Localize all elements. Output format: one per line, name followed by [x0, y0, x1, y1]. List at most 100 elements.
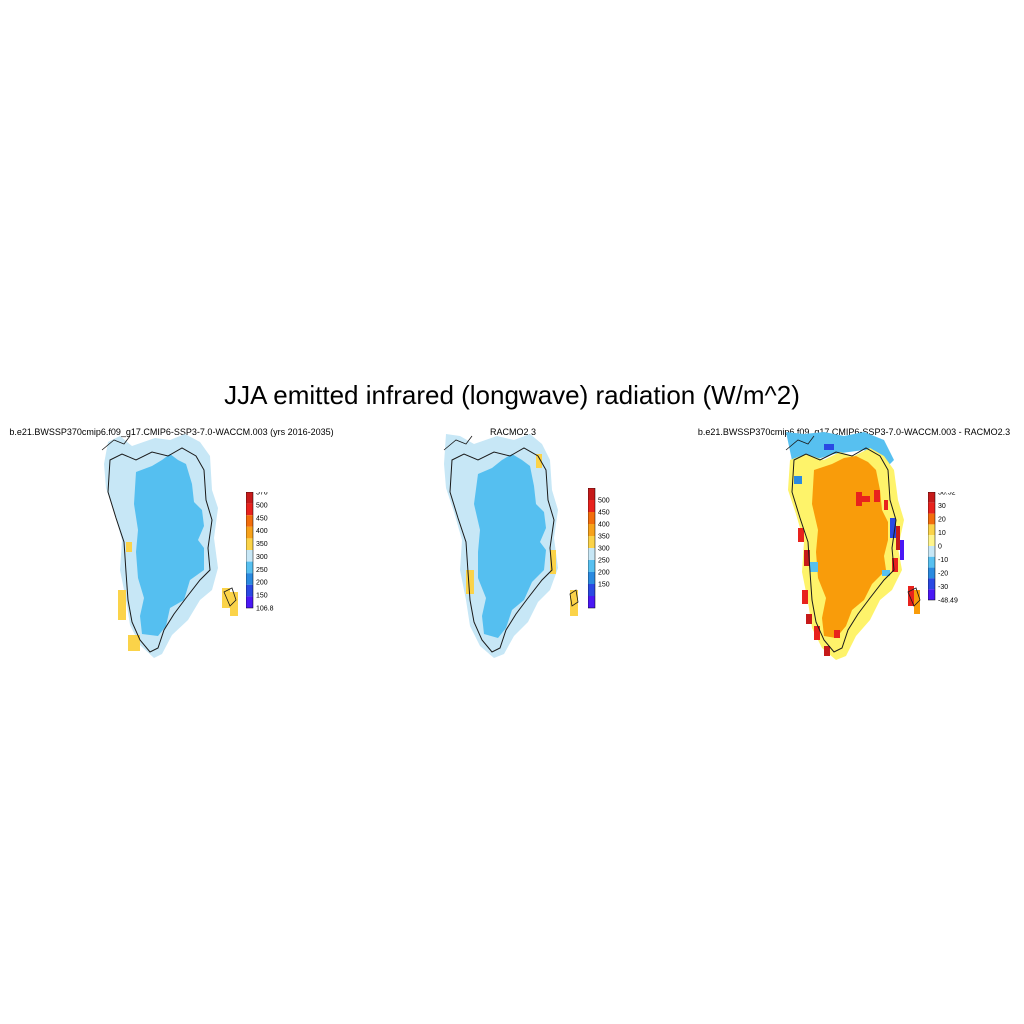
colorbar-swatch: [588, 488, 595, 500]
panel-3-anomaly-cell: [794, 476, 802, 484]
panel-1-coastline: [107, 447, 213, 653]
colorbar-swatch: [246, 573, 253, 585]
colorbar-tick-label: -10: [938, 557, 948, 564]
colorbar-tick-label: 400: [598, 522, 610, 529]
colorbar-tick-label: 250: [598, 558, 610, 565]
panel-3-anomaly-cell: [802, 590, 808, 604]
panel-3-anomaly-cell: [798, 528, 804, 542]
colorbar-tick-label: 50.52: [938, 492, 956, 497]
colorbar-tick-label: 576: [256, 492, 268, 497]
colorbar-tick-label: 450: [256, 515, 268, 522]
colorbar-tick-label: 10: [938, 530, 946, 537]
panel-1-coastal-patch: [222, 588, 230, 608]
panel-3-title: b.e21.BWSSP370cmip6.f09_g17.CMIP6-SSP3-7…: [697, 427, 1011, 437]
colorbar-outline: [928, 492, 936, 601]
colorbar-swatch: [246, 492, 253, 504]
panel-3-island-outline: [907, 587, 921, 607]
panel-1-island-outline: [223, 587, 237, 607]
panel-3-anomaly-cell: [824, 646, 830, 656]
colorbar-tick-label: 150: [256, 593, 268, 600]
panel-3-anomaly-cell: [806, 614, 812, 624]
panel-3-anomaly-cell: [884, 500, 888, 510]
panel-2-coastal-patch: [550, 550, 556, 574]
panel-2-island-outline: [569, 589, 579, 607]
panel-3-anomaly-cell: [914, 590, 920, 614]
colorbar-swatch: [588, 572, 595, 584]
colorbar-tick-label: 450: [598, 510, 610, 517]
colorbar-swatch: [246, 596, 253, 608]
colorbar-swatch: [246, 584, 253, 597]
panel-3-north-ice-outline: [785, 435, 815, 451]
colorbar-swatch: [588, 500, 595, 512]
colorbar-tick-label: 300: [598, 546, 610, 553]
colorbar-swatch: [928, 524, 935, 536]
panel-1-colorbar: 576 500 450 400 350 300 250 200 150 106.8: [246, 492, 274, 613]
panel-1-ice-sheet: [134, 454, 204, 636]
colorbar-tick-label: 0: [938, 544, 942, 551]
colorbar-swatch: [588, 596, 595, 608]
panel-3-anomaly-cell: [810, 562, 818, 572]
panel-2-coastal-patch: [536, 454, 542, 468]
colorbar-swatch: [588, 560, 595, 572]
colorbar-tick-label: -20: [938, 571, 948, 578]
panel-2-coastal-patch: [466, 570, 474, 594]
colorbar-tick-label: 106.8: [256, 606, 274, 613]
colorbar-tick-label: 20: [938, 517, 946, 524]
panel-1-coastal-patch: [126, 542, 132, 552]
panel-2-coastline: [449, 447, 555, 653]
colorbar-outline: [588, 488, 596, 609]
colorbar-swatch: [588, 548, 595, 560]
colorbar-tick-label: 500: [598, 498, 610, 505]
figure-title: JJA emitted infrared (longwave) radiatio…: [224, 380, 800, 410]
colorbar-swatch: [588, 536, 595, 548]
colorbar-swatch: [928, 502, 935, 514]
colorbar-swatch: [928, 567, 935, 579]
panel-1-coastal-patch: [128, 635, 140, 651]
panel-1-title: b.e21.BWSSP370cmip6.f09_g17.CMIP6-SSP3-7…: [9, 427, 334, 437]
panel-3-anomaly-cell: [814, 626, 820, 640]
colorbar-swatch: [928, 546, 935, 557]
colorbar-tick-label: 250: [256, 567, 268, 574]
colorbar-swatch: [588, 584, 595, 596]
colorbar-tick-label: 200: [598, 570, 610, 577]
colorbar-tick-label: 500: [256, 502, 268, 509]
panel-3-colorbar: 50.52 30 20 10 0 -10 -20 -30 -48.49: [928, 492, 958, 605]
colorbar-swatch: [928, 513, 935, 525]
panel-3-anomaly-cell: [892, 558, 898, 572]
panel-3-map: [785, 432, 921, 660]
panel-1-coastal-patch: [118, 590, 126, 620]
colorbar-tick-label: 150: [598, 582, 610, 589]
panel-3-anomaly-cell: [908, 586, 914, 606]
colorbar-swatch: [246, 526, 253, 539]
panel-3-anomaly-cell: [896, 526, 900, 550]
panel-2-north-ice-outline: [443, 435, 473, 451]
colorbar-tick-label: -30: [938, 584, 948, 591]
panel-3-anomaly-cell: [862, 496, 870, 502]
panel-2-colorbar: 500 450 400 350 300 250 200 150: [588, 488, 610, 609]
colorbar-swatch: [246, 503, 253, 516]
colorbar-swatch: [928, 578, 935, 590]
panel-1-map: [101, 434, 238, 658]
colorbar-tick-label: 300: [256, 554, 268, 561]
colorbar-tick-label: 350: [256, 541, 268, 548]
colorbar-tick-label: 350: [598, 534, 610, 541]
colorbar-tick-label: 30: [938, 503, 946, 510]
panel-2-ice-sheet: [474, 454, 546, 638]
panel-3-anomaly-cell: [900, 540, 904, 560]
panel-3-anomaly-cell: [882, 570, 890, 576]
panel-2-title: RACMO2.3: [489, 427, 536, 437]
colorbar-swatch: [928, 492, 935, 503]
colorbar-tick-label: 400: [256, 528, 268, 535]
panel-3-anomaly-cell: [824, 444, 834, 450]
panel-3-anomaly-cell: [856, 492, 862, 506]
panel-3-anomaly-cell: [804, 550, 810, 566]
panel-2-map: [443, 434, 579, 658]
panel-3-coastline: [791, 447, 897, 653]
colorbar-swatch: [246, 561, 253, 574]
panel-2-coastal-patch: [570, 590, 578, 616]
colorbar-swatch: [246, 538, 253, 550]
panel-1-north-ice-outline: [101, 435, 131, 451]
colorbar-outline: [246, 492, 254, 609]
panel-3-anomaly-cell: [874, 490, 880, 502]
panel-3-anomaly-cell: [834, 630, 840, 638]
